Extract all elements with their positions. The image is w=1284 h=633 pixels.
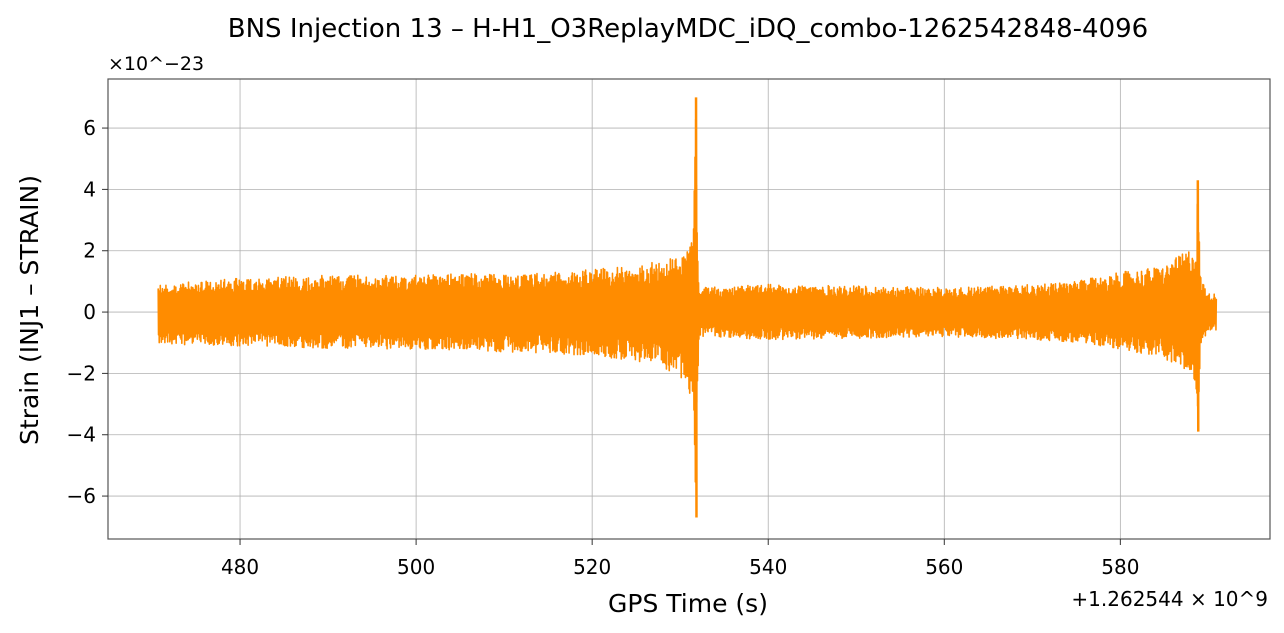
x-axis-ticks: 480 500 520 540 560 580 (221, 539, 1139, 579)
x-offset-label: +1.262544 × 10^9 (1071, 587, 1268, 611)
y-scale-label: ×10^−23 (108, 53, 204, 75)
y-tick-label: 4 (83, 177, 96, 201)
x-axis-label: GPS Time (s) (608, 589, 768, 618)
y-tick-label: 6 (83, 116, 96, 140)
chart-title: BNS Injection 13 – H-H1_O3ReplayMDC_iDQ_… (228, 14, 1148, 44)
x-tick-label: 520 (573, 555, 611, 579)
y-tick-label: 2 (83, 239, 96, 263)
strain-line (157, 118, 1218, 483)
plot-frame (107, 78, 1271, 540)
strain-peaks (694, 97, 1200, 518)
x-tick-label: 580 (1101, 555, 1139, 579)
y-axis-label: Strain (INJ1 – STRAIN) (15, 175, 44, 445)
y-tick-label: −6 (67, 484, 96, 508)
y-tick-label: 0 (83, 300, 96, 324)
x-tick-label: 540 (749, 555, 787, 579)
x-tick-label: 500 (397, 555, 435, 579)
y-tick-label: −4 (67, 423, 96, 447)
y-axis-ticks: −6 −4 −2 0 2 4 6 (67, 116, 108, 508)
y-tick-label: −2 (67, 361, 96, 385)
x-tick-label: 480 (221, 555, 259, 579)
x-tick-label: 560 (925, 555, 963, 579)
series-strain (157, 97, 1218, 518)
